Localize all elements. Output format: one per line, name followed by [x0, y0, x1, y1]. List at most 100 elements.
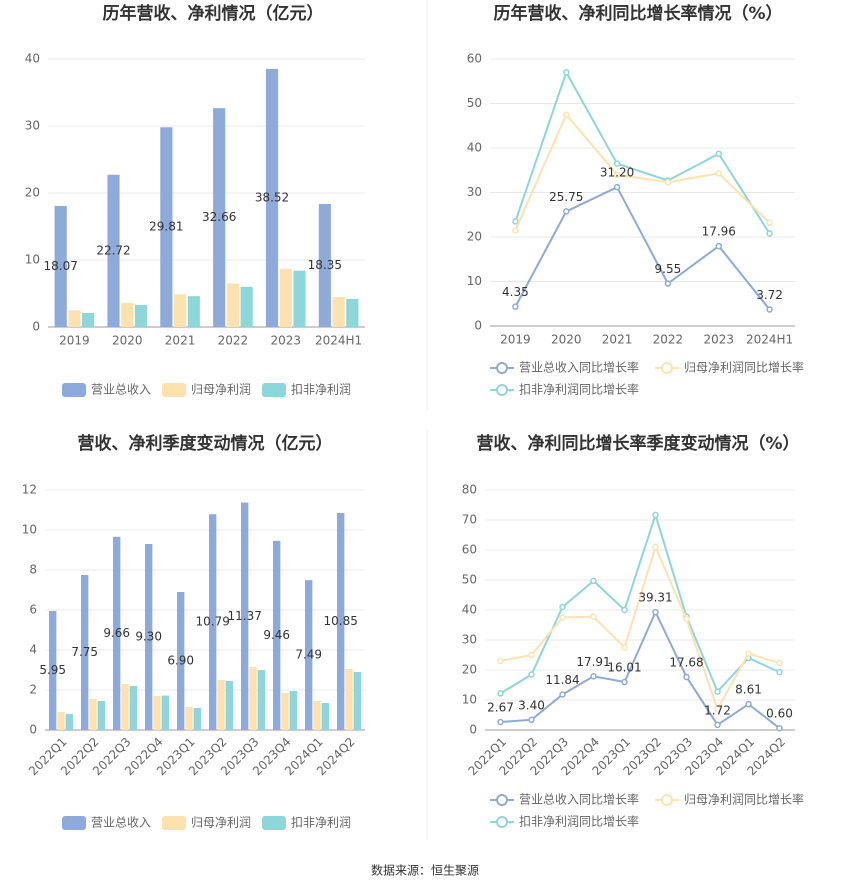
- point: [613, 171, 621, 178]
- data-label: 7.49: [295, 648, 322, 662]
- y-tick-label: 40: [467, 141, 482, 155]
- x-tick-label: 2022: [218, 334, 249, 348]
- data-label: 0.60: [766, 707, 793, 721]
- point: [512, 303, 519, 310]
- data-label: 4.35: [502, 285, 529, 299]
- bar: [57, 712, 65, 730]
- point: [714, 721, 721, 729]
- y-tick-label: 10: [25, 253, 40, 267]
- data-label: 10.79: [196, 615, 230, 629]
- line: [514, 112, 771, 231]
- data-label: 9.66: [103, 626, 130, 640]
- y-tick-label: 4: [29, 643, 37, 657]
- x-tick-label: 2020: [112, 334, 143, 348]
- bar: [160, 127, 173, 327]
- line: [500, 544, 780, 712]
- point: [613, 183, 621, 191]
- data-label: 18.07: [44, 259, 78, 273]
- bar: [68, 310, 81, 327]
- legend-label: 营业总收入: [91, 816, 151, 830]
- bar: [332, 296, 345, 327]
- bar: [345, 669, 353, 730]
- point: [559, 614, 566, 621]
- data-label: 17.68: [669, 655, 703, 669]
- legend-label: 营业总收入同比增长率: [519, 360, 639, 375]
- point: [664, 179, 672, 186]
- data-label: 9.55: [655, 262, 682, 276]
- data-label: 18.35: [308, 258, 342, 272]
- chart-title: 营收、净利同比增长率季度变动情况（%）: [476, 433, 799, 454]
- legend-label: 扣非净利润同比增长率: [519, 382, 639, 397]
- bar: [289, 691, 297, 730]
- data-label: 22.72: [96, 243, 130, 257]
- bar: [121, 302, 134, 327]
- y-tick-label: 80: [462, 483, 477, 497]
- data-label: 16.01: [607, 660, 641, 674]
- data-label: 38.52: [255, 190, 289, 204]
- point: [590, 613, 597, 620]
- point: [559, 691, 566, 698]
- data-label: 11.37: [228, 609, 262, 623]
- data-label: 31.20: [600, 166, 634, 180]
- bar: [318, 204, 331, 327]
- legend-label: 扣非净利润: [291, 816, 351, 830]
- point: [766, 306, 773, 313]
- x-tick-label: 2019: [59, 334, 90, 348]
- bar: [281, 693, 289, 730]
- bar: [107, 174, 120, 327]
- data-label: 11.84: [545, 673, 579, 687]
- y-tick-label: 10: [462, 693, 477, 707]
- x-tick-label: 2020: [551, 333, 582, 347]
- y-tick-label: 0: [469, 723, 477, 737]
- legend-marker: [496, 384, 508, 396]
- legend-marker: [496, 816, 508, 828]
- point: [621, 606, 628, 614]
- data-label: 6.90: [167, 654, 194, 668]
- point: [715, 150, 722, 158]
- bar: [293, 270, 306, 327]
- bar: [346, 298, 359, 327]
- point: [766, 219, 773, 227]
- point: [714, 705, 721, 713]
- chart-title: 历年营收、净利情况（亿元）: [103, 3, 324, 24]
- point: [745, 650, 752, 657]
- legend-label: 归母净利润: [191, 383, 251, 397]
- bar: [97, 701, 105, 730]
- point: [497, 657, 504, 665]
- point: [497, 690, 504, 697]
- legend-marker: [496, 362, 508, 374]
- data-label: 29.81: [149, 220, 183, 234]
- y-tick-label: 40: [462, 603, 477, 617]
- bar: [241, 502, 249, 730]
- line: [500, 609, 781, 729]
- y-tick-label: 10: [467, 274, 482, 288]
- chart-title: 历年营收、净利同比增长率情况（%）: [493, 3, 782, 24]
- y-tick-label: 10: [22, 523, 37, 537]
- bar: [257, 670, 265, 730]
- point: [563, 111, 570, 118]
- point: [664, 280, 672, 287]
- legend-marker: [661, 362, 673, 374]
- y-tick-label: 8: [29, 563, 37, 577]
- bar: [193, 708, 201, 730]
- bar: [49, 611, 57, 730]
- bar: [89, 699, 97, 730]
- bar: [185, 707, 193, 730]
- x-tick-label: 2021: [602, 333, 633, 347]
- y-tick-label: 60: [467, 52, 482, 66]
- x-tick-label: 2023: [703, 333, 734, 347]
- x-tick-label: 2021: [165, 334, 196, 348]
- bar: [305, 580, 313, 730]
- y-tick-label: 50: [462, 573, 477, 587]
- bar: [153, 696, 161, 730]
- y-tick-label: 20: [25, 186, 40, 200]
- point: [745, 700, 752, 708]
- bar: [265, 68, 279, 327]
- data-label: 25.75: [549, 190, 583, 204]
- line: [514, 69, 771, 234]
- point: [776, 668, 783, 676]
- point: [559, 603, 566, 611]
- x-tick-label: 2024H1: [315, 334, 362, 348]
- y-tick-label: 20: [467, 230, 482, 244]
- legend-label: 归母净利润: [191, 816, 251, 830]
